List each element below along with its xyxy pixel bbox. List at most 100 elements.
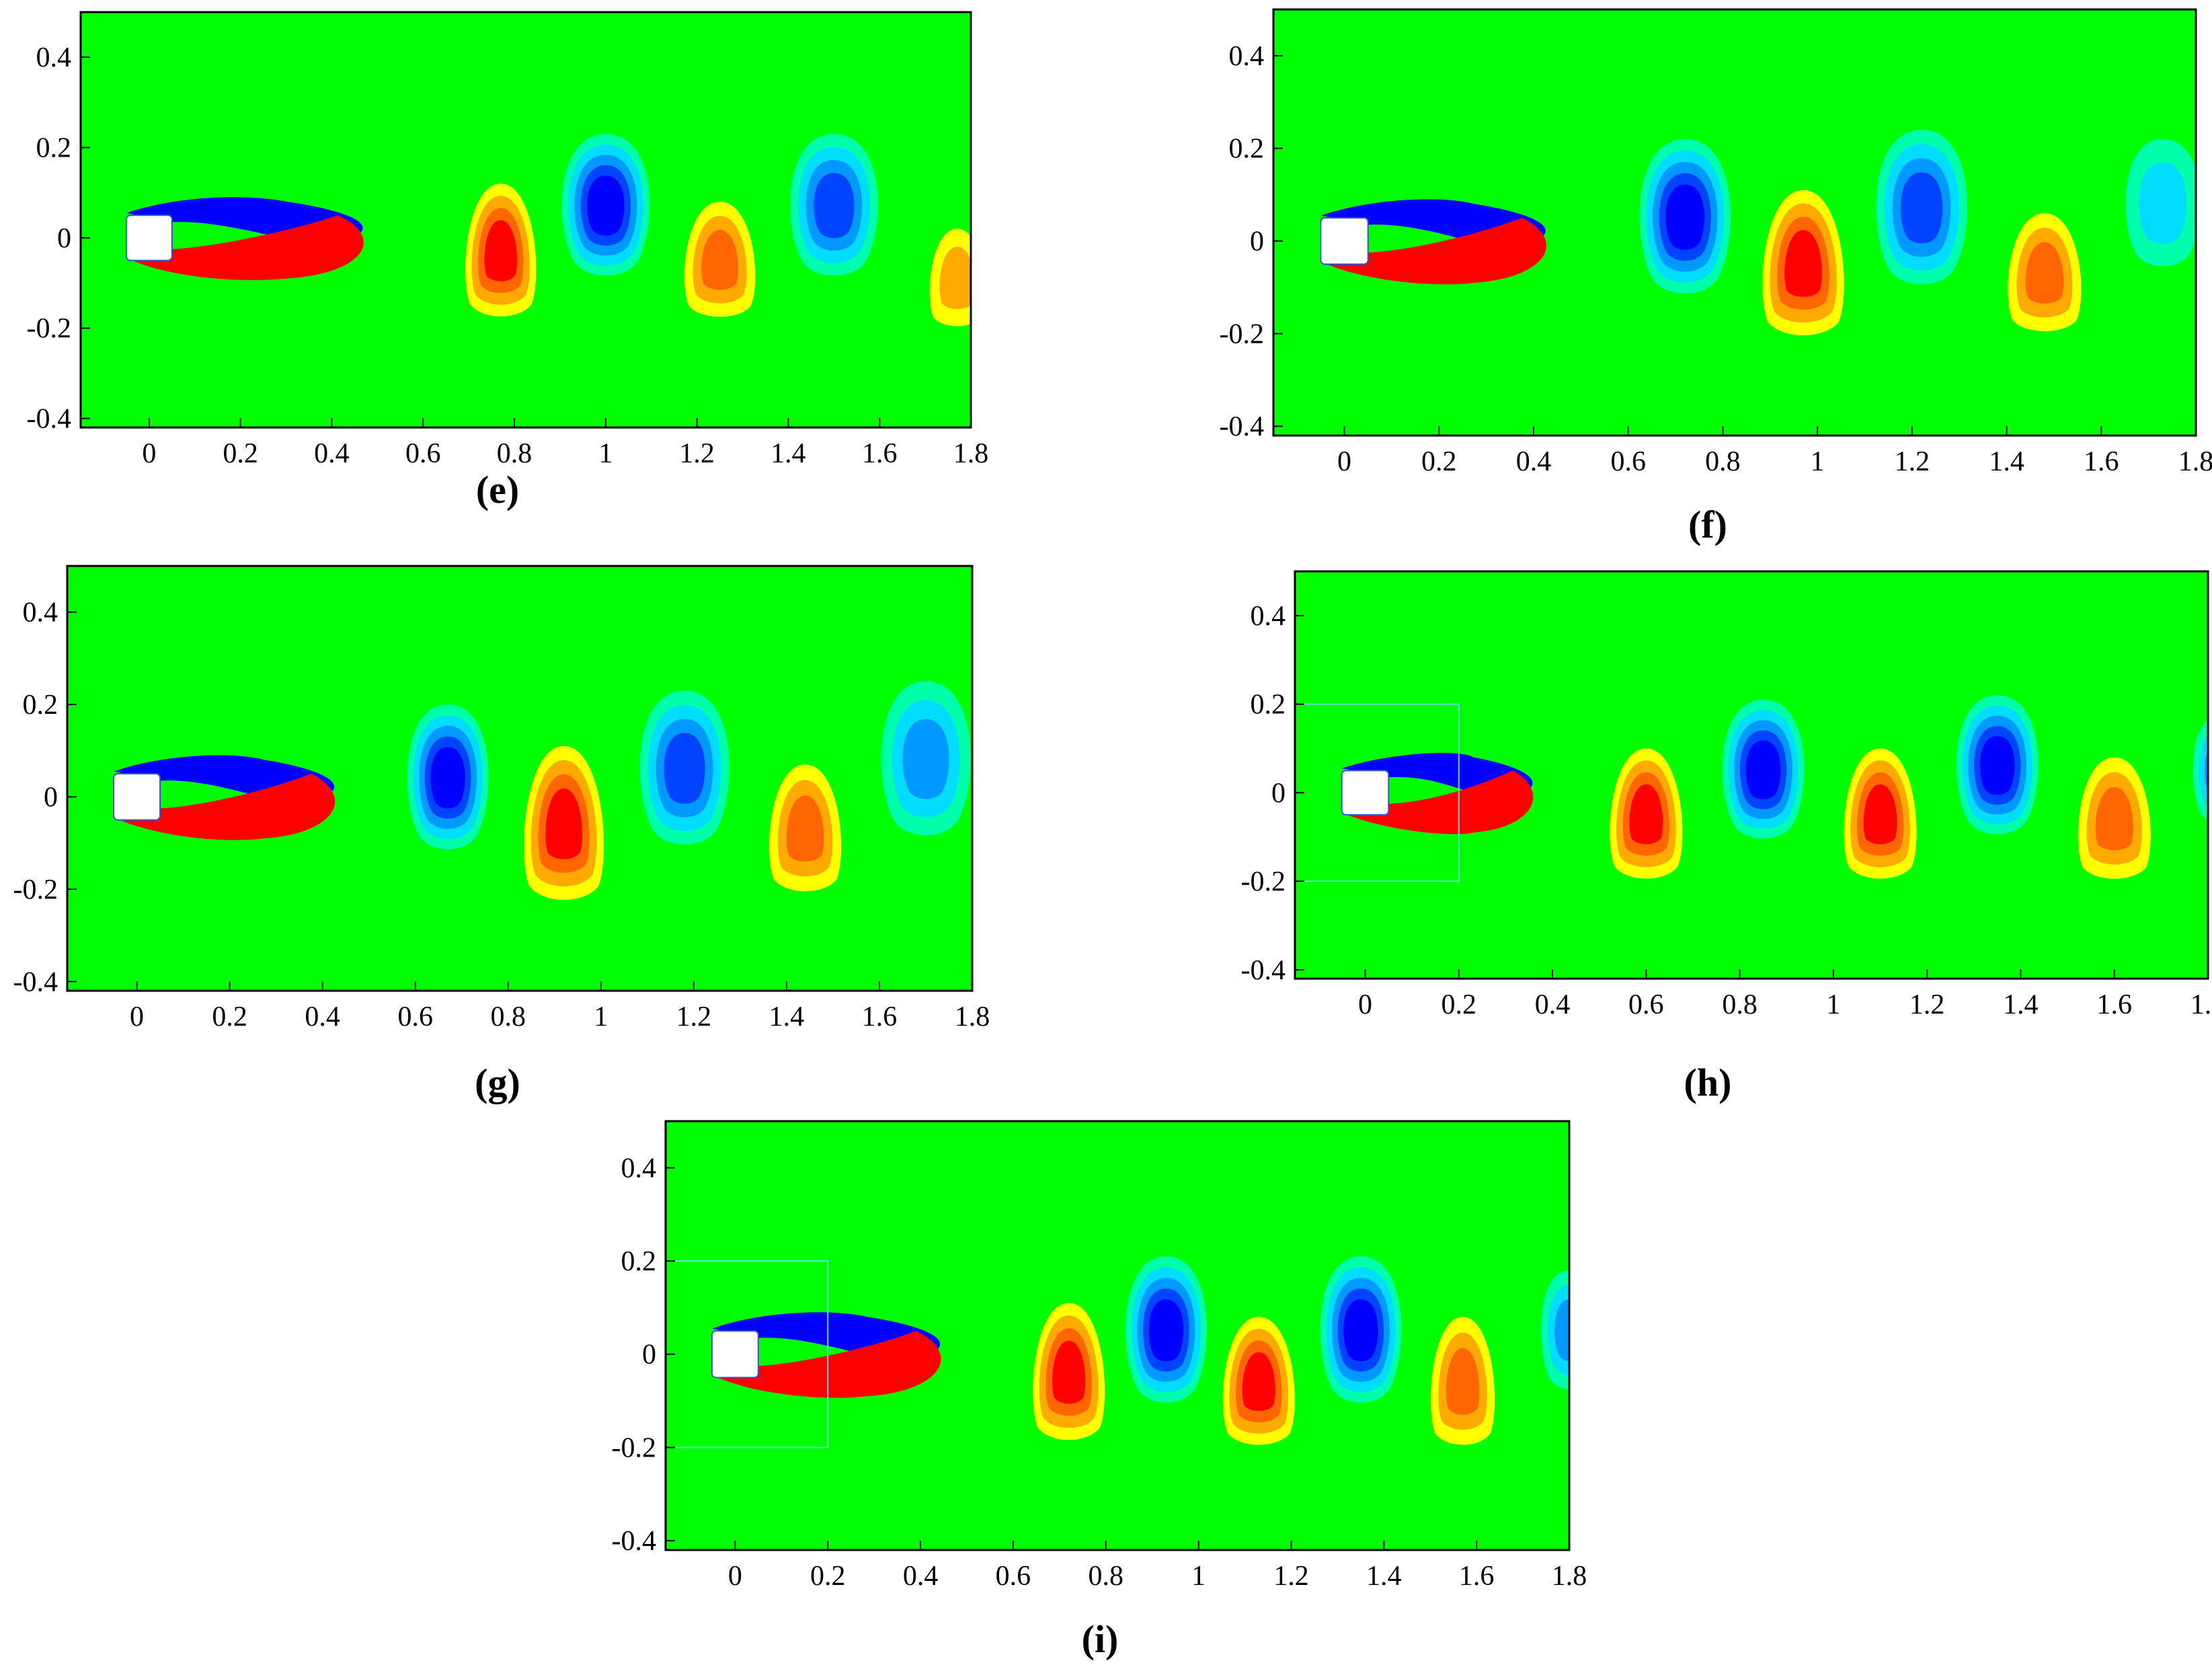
y-tick-label: 0.4 xyxy=(23,598,58,628)
y-tick-label: 0.2 xyxy=(1229,134,1265,165)
y-tick-label: 0.4 xyxy=(1229,41,1265,72)
x-tick-label: 1.2 xyxy=(676,1002,712,1032)
x-tick-label: 0.6 xyxy=(405,438,441,469)
x-ticks: 0 0.2 0.4 0.6 0.8 1 1.2 1.4 1.6 1.8 xyxy=(142,418,988,469)
vortex xyxy=(1320,1256,1402,1403)
x-tick-label: 0.4 xyxy=(1535,989,1571,1020)
y-tick-label: -0.4 xyxy=(13,967,58,997)
x-tick-label: 0.6 xyxy=(397,1002,433,1032)
y-tick-label: -0.4 xyxy=(1241,955,1286,986)
vortex-level xyxy=(2139,162,2187,244)
vortex xyxy=(684,202,756,317)
vortex xyxy=(929,229,971,327)
vortex xyxy=(1722,700,1805,839)
y-tick-label: -0.2 xyxy=(1220,319,1265,350)
x-tick-label: 1 xyxy=(598,438,613,469)
vortex xyxy=(524,745,604,900)
vortex xyxy=(1639,138,1731,294)
x-tick-label: 0.4 xyxy=(1516,446,1552,477)
y-tick-label: -0.2 xyxy=(13,874,58,905)
vortex-level xyxy=(1343,1299,1378,1362)
vortex xyxy=(1222,1317,1295,1445)
panel-e: 0 0.2 0.4 0.6 0.8 1 1.2 1.4 1.6 1.8 0.4 0.2 0 -0.2 -0… xyxy=(27,11,988,512)
panel-label: (e) xyxy=(476,468,519,512)
y-tick-label: 0.4 xyxy=(1251,601,1286,632)
vortex-layer xyxy=(1033,1256,1569,1445)
vortex xyxy=(1844,748,1917,879)
vortex-level xyxy=(939,247,971,309)
x-tick-label: 1.4 xyxy=(1366,1561,1402,1592)
vortex-level xyxy=(814,173,855,239)
vortex-level xyxy=(2025,242,2064,304)
y-tick-label: 0.4 xyxy=(621,1153,657,1184)
y-tick-label: 0 xyxy=(44,782,58,813)
vortex xyxy=(1430,1317,1495,1445)
x-tick-label: 0.2 xyxy=(810,1561,846,1592)
wake-layer xyxy=(113,755,335,840)
y-tick-label: 0 xyxy=(642,1340,656,1371)
x-tick-label: 0.8 xyxy=(497,438,532,469)
lower-shear-layer xyxy=(711,1331,941,1398)
vortex-level xyxy=(2199,734,2208,807)
x-tick-label: 1.8 xyxy=(953,438,989,469)
vortex-layer xyxy=(465,134,971,327)
vortex xyxy=(561,134,650,276)
x-tick-label: 0.8 xyxy=(1722,989,1757,1020)
x-tick-label: 0.8 xyxy=(1705,446,1741,477)
vortex xyxy=(2078,757,2151,879)
wake-layer xyxy=(666,1260,941,1449)
x-tick-label: 0.6 xyxy=(1610,446,1646,477)
vortex-level xyxy=(1784,230,1822,297)
x-tick-label: 1.4 xyxy=(771,438,806,469)
plot-frame xyxy=(664,1120,1571,1551)
y-tick-label: -0.4 xyxy=(1220,411,1265,442)
refinement-box xyxy=(1295,703,1460,883)
y-tick-label: 0 xyxy=(1250,227,1264,257)
x-ticks: 0 0.2 0.4 0.6 0.8 1 1.2 1.4 1.6 1.8 xyxy=(728,1541,1587,1592)
square-cylinder xyxy=(711,1330,759,1379)
x-tick-label: 0 xyxy=(728,1561,742,1592)
y-tick-label: 0 xyxy=(1271,778,1286,809)
y-tick-label: 0.2 xyxy=(1251,690,1286,721)
panel-i: 0 0.2 0.4 0.6 0.8 1 1.2 1.4 1.6 1.8 0.4 0.2 0 -0.2 -0… xyxy=(612,1120,1587,1661)
vortex-level xyxy=(1242,1352,1275,1412)
vortex-layer xyxy=(1639,130,2196,335)
vortex xyxy=(1033,1303,1105,1440)
y-tick-label: 0.2 xyxy=(621,1246,657,1277)
vortex xyxy=(407,704,489,850)
vortex-level xyxy=(1554,1299,1569,1362)
wake-layer xyxy=(1320,199,1546,285)
vortex xyxy=(639,690,729,845)
square-cylinder xyxy=(113,773,161,821)
plot-frame xyxy=(1294,570,2209,980)
x-tick-label: 0.8 xyxy=(490,1002,526,1032)
x-tick-label: 0.4 xyxy=(314,438,350,469)
vortex-level xyxy=(1446,1348,1480,1415)
vortex-level xyxy=(1052,1340,1086,1404)
vortex-level xyxy=(587,175,625,236)
y-ticks: 0.4 0.2 0 -0.2 -0.4 xyxy=(13,598,77,997)
vortex-level xyxy=(1863,784,1897,844)
vortex-layer xyxy=(407,681,971,900)
vortex xyxy=(881,681,971,836)
x-tick-label: 0.4 xyxy=(903,1561,939,1592)
vortex xyxy=(1762,190,1844,335)
x-tick-label: 1 xyxy=(594,1002,608,1032)
vortex-layer xyxy=(1610,695,2208,879)
x-tick-label: 0.8 xyxy=(1089,1561,1124,1592)
vortex-level xyxy=(701,230,738,290)
vortex-level xyxy=(2095,786,2133,850)
x-tick-label: 1 xyxy=(1826,989,1840,1020)
x-tick-label: 1.8 xyxy=(1552,1561,1587,1592)
x-tick-label: 0.6 xyxy=(996,1561,1031,1592)
y-tick-label: -0.4 xyxy=(612,1526,657,1557)
vortex xyxy=(1610,748,1683,879)
y-tick-label: -0.2 xyxy=(27,313,72,344)
vortex xyxy=(1125,1256,1207,1403)
lower-shear-layer xyxy=(1320,218,1546,285)
square-cylinder xyxy=(1320,217,1369,266)
vortex-level xyxy=(1745,740,1781,800)
lower-shear-layer xyxy=(126,215,364,280)
refinement-box xyxy=(666,1260,829,1449)
